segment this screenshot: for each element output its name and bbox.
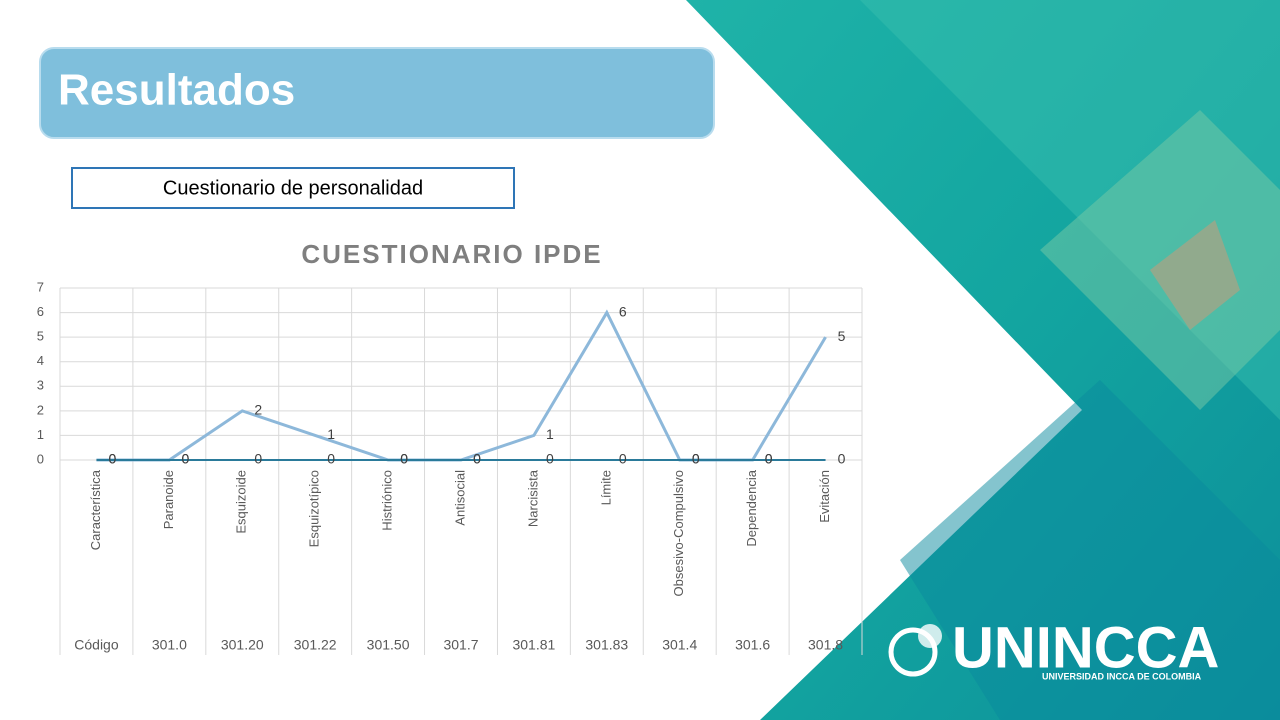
x-tick-label: Obsesivo-Compulsivo — [671, 470, 686, 596]
data-label: 0 — [109, 451, 117, 467]
data-label: 0 — [400, 451, 408, 467]
decor-shape — [1150, 220, 1240, 330]
data-label: 0 — [619, 451, 627, 467]
data-label: 0 — [400, 451, 408, 467]
x-tick-label: Narcisista — [525, 469, 540, 527]
chart-title: CUESTIONARIO IPDE — [301, 239, 602, 269]
x-code-label: 301.81 — [512, 637, 555, 653]
y-tick-label: 4 — [37, 353, 44, 368]
data-label: 0 — [692, 451, 700, 467]
data-label: 0 — [692, 451, 700, 467]
data-label: 1 — [327, 426, 335, 442]
x-code-label: 301.20 — [221, 637, 264, 653]
data-label: 6 — [619, 303, 627, 319]
subtitle: Cuestionario de personalidad — [163, 177, 423, 199]
header-title: Resultados — [58, 66, 295, 115]
data-label: 0 — [327, 451, 335, 467]
x-tick-label: Histriónico — [380, 470, 395, 531]
x-code-label: Código — [74, 637, 119, 653]
y-tick-label: 3 — [37, 378, 44, 393]
header-box — [39, 47, 715, 139]
x-tick-label: Evitación — [817, 470, 832, 523]
y-tick-label: 5 — [37, 329, 44, 344]
logo: UNINCCA UNIVERSIDAD INCCA DE COLOMBIA — [888, 615, 1219, 681]
decor-shape — [900, 380, 1280, 720]
y-tick-label: 0 — [37, 451, 44, 466]
x-tick-label: Límite — [598, 470, 613, 505]
x-code-label: 301.8 — [808, 637, 843, 653]
data-label: 0 — [765, 451, 773, 467]
x-code-label: 301.83 — [585, 637, 628, 653]
y-tick-label: 2 — [37, 402, 44, 417]
decor-shape — [1040, 110, 1280, 410]
x-code-label: 301.50 — [367, 637, 410, 653]
data-label: 5 — [838, 328, 846, 344]
subtitle-box — [71, 167, 515, 209]
y-tick-label: 1 — [37, 427, 44, 442]
x-tick-label: Dependencia — [744, 469, 759, 546]
x-tick-label: Paranoide — [161, 470, 176, 529]
logo-subtitle: UNIVERSIDAD INCCA DE COLOMBIA — [1042, 671, 1202, 681]
data-label: 0 — [765, 451, 773, 467]
x-tick-label: Característica — [88, 469, 103, 550]
x-tick-label: Esquizotípico — [307, 470, 322, 547]
data-label: 0 — [473, 451, 481, 467]
logo-name: UNINCCA — [952, 615, 1219, 680]
data-label: 2 — [254, 402, 262, 418]
data-label: 0 — [181, 451, 189, 467]
x-code-label: 301.6 — [735, 637, 770, 653]
data-label: 0 — [838, 451, 846, 467]
x-code-label: 301.4 — [662, 637, 697, 653]
data-label: 0 — [254, 451, 262, 467]
x-tick-label: Esquizoide — [234, 470, 249, 534]
data-label: 0 — [473, 451, 481, 467]
x-code-label: 301.7 — [443, 637, 478, 653]
logo-icon — [918, 624, 942, 648]
data-label: 0 — [109, 451, 117, 467]
data-label: 1 — [546, 426, 554, 442]
logo-icon — [888, 627, 938, 677]
x-tick-label: Antisocial — [452, 470, 467, 526]
data-label: 0 — [546, 451, 554, 467]
x-code-label: 301.22 — [294, 637, 337, 653]
data-label: 0 — [181, 451, 189, 467]
y-tick-label: 6 — [37, 304, 44, 319]
x-code-label: 301.0 — [152, 637, 187, 653]
y-tick-label: 7 — [37, 279, 44, 294]
